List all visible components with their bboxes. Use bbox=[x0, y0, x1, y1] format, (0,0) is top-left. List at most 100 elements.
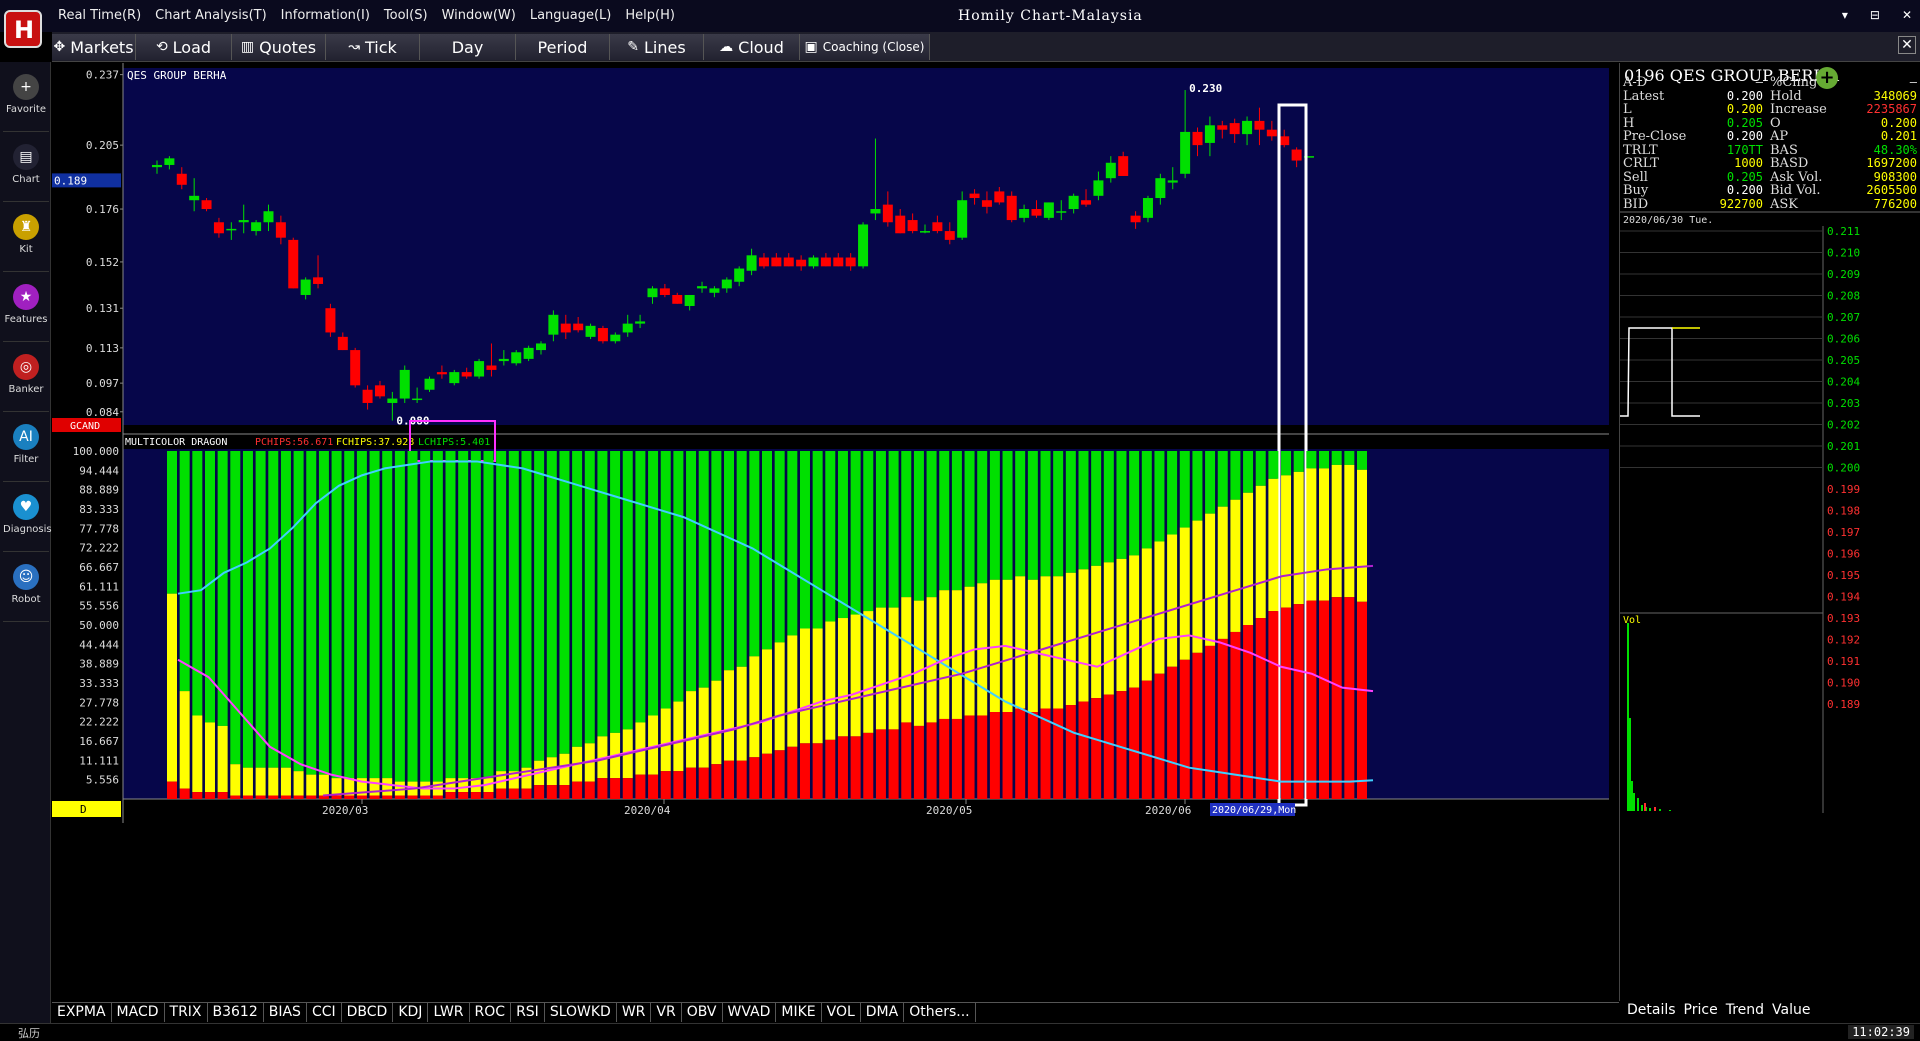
banker-icon: ◎ bbox=[13, 354, 39, 380]
app-logo[interactable]: H bbox=[4, 10, 42, 48]
toolbar-lines[interactable]: ✎ Lines bbox=[610, 34, 704, 60]
quote-tab-price[interactable]: Price bbox=[1683, 1002, 1718, 1018]
menu-5[interactable]: Language(L) bbox=[529, 8, 612, 23]
fchips-bar bbox=[1053, 576, 1064, 709]
sidebar-chart[interactable]: ▤ Chart bbox=[3, 136, 49, 202]
close-icon[interactable]: ✕ bbox=[1901, 8, 1912, 22]
lchips-bar bbox=[369, 451, 380, 779]
indicator-tab-roc[interactable]: ROC bbox=[470, 1003, 512, 1022]
restore-icon[interactable]: ⊟ bbox=[1869, 8, 1880, 22]
sidebar-label-1: Chart bbox=[12, 174, 40, 185]
candle-body bbox=[734, 268, 745, 282]
sidebar-kit[interactable]: ♜ Kit bbox=[3, 206, 49, 272]
quote-value-2: — bbox=[1909, 75, 1917, 89]
indicator-tab-vol[interactable]: VOL bbox=[822, 1003, 861, 1022]
indicator-tab-obv[interactable]: OBV bbox=[682, 1003, 723, 1022]
indicator-tab-mike[interactable]: MIKE bbox=[776, 1003, 822, 1022]
indicator-tab-lwr[interactable]: LWR bbox=[428, 1003, 470, 1022]
candle-body bbox=[300, 279, 311, 295]
sidebar-diagnosis[interactable]: ♥ Diagnosis bbox=[3, 486, 52, 552]
indicator-tab-vr[interactable]: VR bbox=[651, 1003, 682, 1022]
toolbar-markets[interactable]: ✥ Markets bbox=[52, 34, 136, 60]
date-tick: 2020/03 bbox=[322, 804, 368, 817]
pct-tick: 27.778 bbox=[79, 696, 119, 709]
menu-0[interactable]: Real Time(R) bbox=[58, 8, 142, 23]
lchips-bar bbox=[1306, 451, 1317, 469]
quote-value-2: 48.30% bbox=[1873, 142, 1917, 157]
indicator-tab-others[interactable]: Others... bbox=[904, 1003, 976, 1022]
pct-tick: 88.889 bbox=[79, 484, 119, 497]
fchips-bar bbox=[1167, 534, 1178, 667]
toolbar-coaching-close[interactable]: ▣ Coaching (Close) bbox=[800, 34, 930, 60]
pchips-bar bbox=[1141, 680, 1152, 799]
lchips-bar bbox=[1002, 451, 1013, 580]
indicator-tab-dbcd[interactable]: DBCD bbox=[342, 1003, 394, 1022]
quote-label: CRLT bbox=[1623, 156, 1659, 171]
fchips-bar bbox=[394, 781, 405, 796]
fchips-bar bbox=[192, 715, 203, 793]
status-bar: 弘历 11:02:39 bbox=[0, 1023, 1920, 1040]
indicator-tab-wvad[interactable]: WVAD bbox=[723, 1003, 777, 1022]
fchips-bar bbox=[179, 691, 190, 789]
pchips-bar bbox=[268, 795, 279, 799]
quote-row: Buy 0.200 Bid Vol. 2605500 bbox=[1620, 183, 1920, 199]
sidebar-favorite[interactable]: + Favorite bbox=[3, 66, 49, 132]
toolbar-period[interactable]: Period bbox=[516, 34, 610, 60]
sidebar-filter[interactable]: AI Filter bbox=[3, 416, 49, 482]
indicator-tab-cci[interactable]: CCI bbox=[307, 1003, 342, 1022]
pct-tick: 50.000 bbox=[79, 619, 119, 632]
menu-4[interactable]: Window(W) bbox=[441, 8, 516, 23]
indicator-tab-macd[interactable]: MACD bbox=[112, 1003, 165, 1022]
pchips-bar bbox=[1103, 694, 1114, 799]
toolbar-quotes[interactable]: ▥ Quotes bbox=[232, 34, 326, 60]
candle-body bbox=[845, 257, 856, 267]
lchips-bar bbox=[242, 451, 253, 768]
add-favorite-icon[interactable]: + bbox=[1816, 67, 1838, 89]
toolbar-tick[interactable]: ↝ Tick bbox=[326, 34, 420, 60]
indicator-tab-rsi[interactable]: RSI bbox=[511, 1003, 545, 1022]
indicator-tab-trix[interactable]: TRIX bbox=[165, 1003, 208, 1022]
indicator-tab-slowkd[interactable]: SLOWKD bbox=[545, 1003, 617, 1022]
candle-body bbox=[474, 361, 485, 377]
menu-1[interactable]: Chart Analysis(T) bbox=[155, 8, 267, 23]
indicator-tab-bias[interactable]: BIAS bbox=[264, 1003, 307, 1022]
candle-body bbox=[374, 385, 385, 397]
candle-body bbox=[833, 257, 844, 267]
indicator-tab-kdj[interactable]: KDJ bbox=[393, 1003, 429, 1022]
toolbar-cloud[interactable]: ☁ Cloud bbox=[704, 34, 800, 60]
mini-price-tick: 0.204 bbox=[1827, 376, 1860, 389]
lchips-label: LCHIPS:5.401 bbox=[418, 437, 490, 448]
quote-tab-value[interactable]: Value bbox=[1772, 1002, 1811, 1018]
date-tick: 2020/06 bbox=[1145, 804, 1191, 817]
lchips-bar bbox=[1319, 451, 1330, 469]
quote-tab-details[interactable]: Details bbox=[1627, 1002, 1676, 1018]
toolbar-day[interactable]: Day bbox=[420, 34, 516, 60]
lchips-bar bbox=[762, 451, 772, 650]
mini-price-tick: 0.197 bbox=[1827, 526, 1860, 539]
lchips-bar bbox=[724, 451, 735, 671]
pchips-bar bbox=[648, 774, 659, 799]
chart-canvas[interactable]: 0.237 0.205 0.176 0.152 0.131 0.113 0.097 0.084… bbox=[52, 63, 1617, 1001]
indicator-tab-wr[interactable]: WR bbox=[617, 1003, 652, 1022]
fchips-bar bbox=[204, 722, 215, 793]
chart-area[interactable]: 0.237 0.205 0.176 0.152 0.131 0.113 0.097 0.084… bbox=[52, 63, 1617, 1001]
toolbar-label-0: Markets bbox=[70, 37, 134, 57]
sidebar-features[interactable]: ★ Features bbox=[3, 276, 49, 342]
menu-2[interactable]: Information(I) bbox=[280, 8, 370, 23]
sidebar-robot[interactable]: ☺ Robot bbox=[3, 556, 49, 622]
minimize-icon[interactable]: ▾ bbox=[1841, 8, 1848, 22]
quote-tab-trend[interactable]: Trend bbox=[1725, 1002, 1765, 1018]
toolbar-close-icon[interactable]: ✕ bbox=[1898, 36, 1916, 54]
sidebar-banker[interactable]: ◎ Banker bbox=[3, 346, 49, 412]
lchips-bar bbox=[977, 451, 988, 584]
indicator-tab-dma[interactable]: DMA bbox=[861, 1003, 905, 1022]
menu-3[interactable]: Tool(S) bbox=[383, 8, 428, 23]
toolbar-load[interactable]: ⟲ Load bbox=[136, 34, 232, 60]
lchips-bar bbox=[394, 451, 405, 782]
indicator-tab-expma[interactable]: EXPMA bbox=[52, 1003, 112, 1022]
pchips-bar bbox=[1091, 698, 1102, 799]
candle-body bbox=[412, 398, 423, 401]
candle-body bbox=[684, 294, 695, 306]
menu-6[interactable]: Help(H) bbox=[625, 8, 675, 23]
indicator-tab-b3612[interactable]: B3612 bbox=[208, 1003, 264, 1022]
